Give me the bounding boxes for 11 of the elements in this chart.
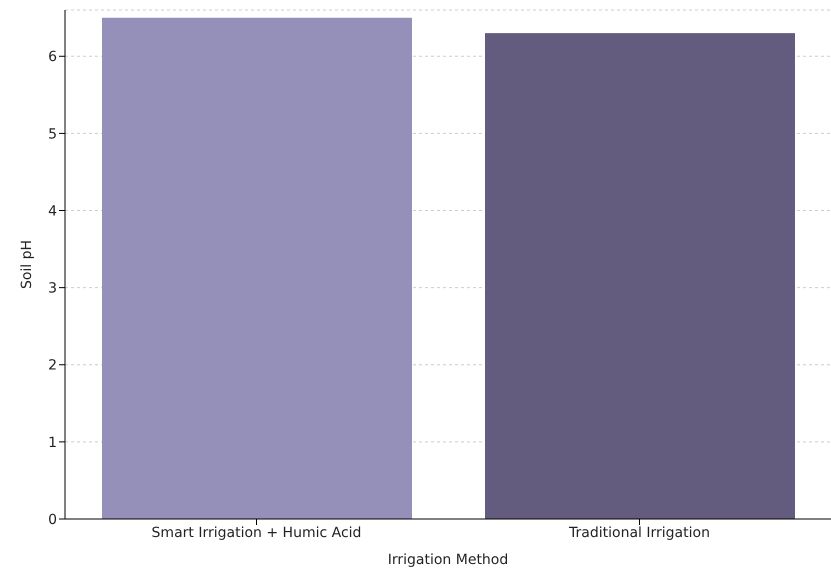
y-tick-label: 3 [48, 280, 57, 297]
y-tick-label: 0 [48, 512, 57, 528]
y-axis-title: Soil pH [18, 240, 35, 290]
x-tick-label: Smart Irrigation + Humic Acid [152, 524, 362, 541]
x-axis-title: Irrigation Method [388, 552, 508, 568]
y-tick-label: 4 [48, 203, 58, 220]
y-tick-label: 1 [48, 434, 57, 451]
x-tick-label: Traditional Irrigation [568, 524, 710, 541]
y-tick-label: 6 [48, 49, 58, 66]
y-tick-label: 2 [48, 358, 57, 374]
y-tick-label: 5 [48, 126, 57, 142]
